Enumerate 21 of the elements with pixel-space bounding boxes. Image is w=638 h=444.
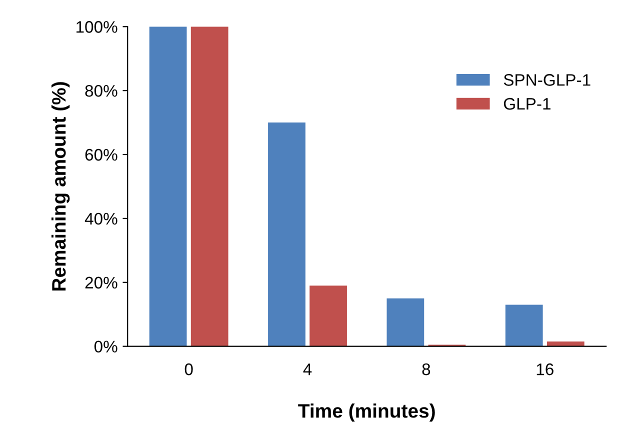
x-tick-label: 16: [536, 363, 554, 376]
y-tick-label: 40%: [84, 212, 118, 225]
y-tick-label: 20%: [85, 276, 118, 289]
bar: [190, 26, 228, 346]
y-tick-label: 80%: [85, 84, 118, 97]
bar: [386, 298, 424, 346]
y-tick-label: 100%: [76, 21, 118, 33]
bar: [546, 342, 584, 346]
legend-label: SPN-GLP-1: [504, 74, 590, 86]
y-tick-label: 60%: [85, 148, 118, 161]
bar: [149, 26, 187, 346]
x-tick-label: 4: [303, 364, 312, 376]
bar: [268, 122, 306, 346]
bar: [505, 304, 543, 346]
x-tick-label: 8: [422, 363, 430, 376]
bar: [310, 286, 347, 346]
legend-label: GLP-1: [504, 98, 550, 110]
y-tick-label: 0%: [94, 340, 118, 353]
x-tick-label: 0: [184, 363, 193, 376]
y-axis-title: Remaining amount (%): [51, 82, 70, 290]
x-axis-title: Time (minutes): [298, 404, 435, 422]
